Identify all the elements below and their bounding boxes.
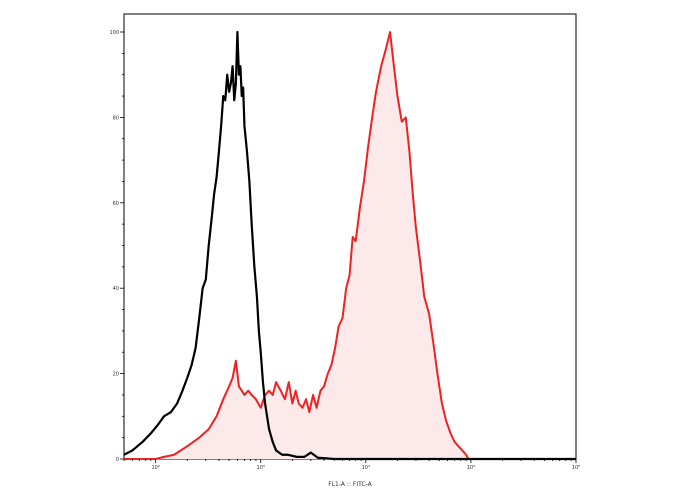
y-axis: 0 20 40 60 80 100	[109, 30, 124, 463]
y-tick-label: 100	[109, 30, 119, 36]
y-tick-label: 60	[113, 201, 119, 207]
x-tick-label: 10²	[151, 465, 159, 471]
x-axis: 10² 10³ 10⁴ 10⁵ 10⁶	[123, 459, 580, 471]
x-tick-label: 10³	[257, 465, 265, 471]
series-0-line	[123, 30, 576, 461]
x-tick-label: 10⁵	[467, 465, 475, 471]
y-tick-label: 0	[116, 457, 119, 463]
series-layer	[123, 30, 576, 461]
x-tick-label: 10⁶	[572, 465, 580, 471]
y-tick-label: 20	[113, 372, 119, 378]
x-axis-title: FL1-A :: FITC-A	[328, 481, 372, 488]
series-1-line	[124, 31, 576, 460]
y-tick-label: 40	[113, 286, 119, 292]
y-tick-label: 80	[113, 115, 119, 121]
series-1-area	[124, 32, 576, 459]
x-tick-label: 10⁴	[362, 465, 370, 471]
